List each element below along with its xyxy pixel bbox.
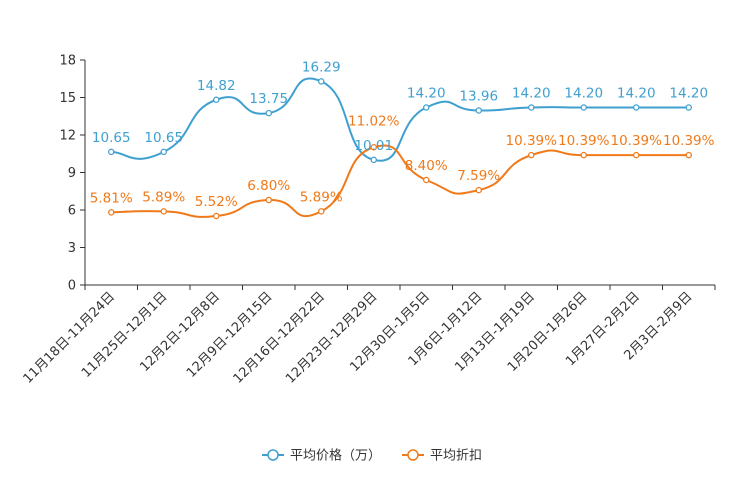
x-tick-label: 12月16日-12月22日: [231, 289, 328, 386]
legend-item-2[interactable]: 平均折扣: [402, 449, 482, 464]
x-tick-label: 11月18日-11月24日: [21, 289, 118, 386]
y-tick-label: 0: [68, 279, 76, 294]
data-point[interactable]: [370, 143, 377, 151]
series-group: [108, 77, 693, 220]
data-label: 8.40%: [405, 158, 448, 174]
data-label: 10.39%: [558, 133, 610, 149]
data-point[interactable]: [685, 104, 693, 111]
y-tick-label: 6: [68, 204, 76, 219]
data-label: 11.02%: [348, 113, 400, 129]
legend-label: 平均价格（万）: [290, 448, 381, 464]
data-point[interactable]: [108, 148, 115, 156]
data-label: 13.75: [249, 91, 288, 107]
y-tick-label: 18: [59, 54, 76, 69]
y-tick-label: 3: [68, 241, 76, 256]
data-label: 14.20: [669, 86, 708, 102]
data-labels: 10.65 10.65 14.82 13.75 16.29 10.01 14.20 13.96…: [90, 59, 715, 210]
data-point[interactable]: [370, 156, 377, 164]
data-point[interactable]: [475, 186, 482, 194]
data-label: 10.39%: [611, 133, 663, 149]
data-label: 13.96: [459, 89, 498, 105]
data-point[interactable]: [265, 109, 272, 117]
legend-marker: [407, 449, 419, 461]
data-point[interactable]: [265, 196, 272, 204]
data-label: 10.39%: [663, 133, 715, 149]
data-label: 5.89%: [300, 189, 343, 205]
data-label: 14.20: [407, 86, 446, 102]
data-label: 10.01: [354, 138, 393, 154]
y-tick-label: 9: [68, 166, 76, 181]
data-label: 10.65: [92, 130, 131, 146]
data-point[interactable]: [528, 104, 535, 111]
y-tick-label: 12: [59, 129, 76, 144]
legend-item-1[interactable]: 平均价格（万）: [262, 448, 381, 464]
data-point[interactable]: [108, 209, 115, 216]
series-2: [108, 143, 693, 220]
data-label: 14.20: [617, 86, 656, 102]
data-label: 6.80%: [247, 178, 290, 194]
data-point[interactable]: [475, 107, 482, 114]
data-label: 14.82: [197, 78, 236, 94]
data-label: 5.81%: [90, 190, 133, 206]
data-label: 7.59%: [457, 168, 500, 184]
axes: 036912151811月18日-11月24日11月25日-12月1日12月2日…: [21, 54, 716, 387]
y-tick-label: 15: [59, 91, 76, 106]
data-label: 10.39%: [506, 133, 558, 149]
data-point[interactable]: [160, 208, 167, 215]
data-point[interactable]: [317, 208, 325, 215]
data-point[interactable]: [317, 78, 325, 85]
data-point[interactable]: [685, 151, 693, 159]
data-label: 14.20: [512, 86, 551, 102]
data-point[interactable]: [633, 104, 640, 111]
data-label: 5.52%: [195, 194, 238, 210]
data-label: 10.65: [144, 130, 183, 146]
data-point[interactable]: [212, 212, 220, 220]
data-point[interactable]: [528, 151, 535, 159]
data-point[interactable]: [580, 151, 588, 159]
legend-marker: [267, 449, 279, 461]
data-label: 16.29: [302, 59, 341, 75]
legend-label: 平均折扣: [430, 449, 482, 464]
data-label: 14.20: [564, 86, 603, 102]
data-point[interactable]: [633, 151, 640, 159]
data-point[interactable]: [160, 148, 167, 156]
x-tick-label: 12月23日-12月29日: [283, 289, 380, 386]
legend[interactable]: 平均价格（万） 平均折扣: [262, 448, 482, 464]
data-point[interactable]: [212, 96, 220, 104]
data-point[interactable]: [422, 176, 430, 184]
data-point[interactable]: [580, 104, 588, 111]
series-1: [108, 77, 693, 164]
data-label: 5.89%: [142, 189, 185, 205]
data-point[interactable]: [422, 104, 430, 111]
